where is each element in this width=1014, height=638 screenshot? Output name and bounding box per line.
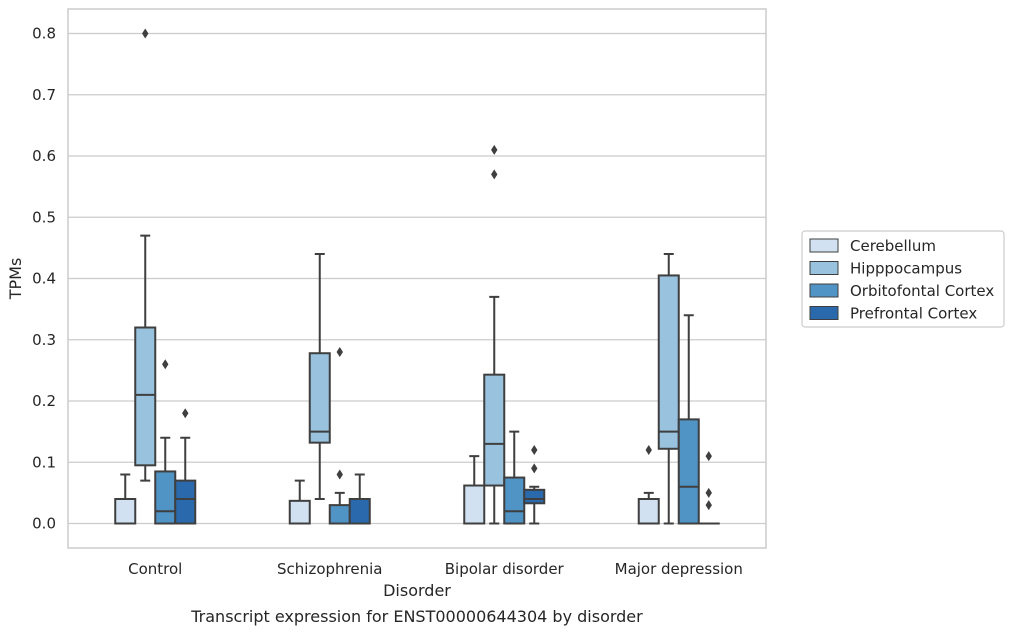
box-body <box>155 471 175 523</box>
legend-swatch <box>810 307 838 320</box>
legend-swatch <box>810 239 838 252</box>
x-tick-label: Bipolar disorder <box>445 560 565 578</box>
y-tick-label: 0.5 <box>32 208 56 226</box>
outlier-marker <box>337 470 343 480</box>
legend-label: Orbitofontal Cortex <box>850 282 994 300</box>
outlier-marker <box>706 451 712 461</box>
legend-label: Cerebellum <box>850 237 936 255</box>
outlier-marker <box>531 445 537 455</box>
y-tick-label: 0.7 <box>32 86 56 104</box>
outlier-marker <box>337 347 343 357</box>
box-element <box>679 315 699 523</box>
box-element <box>484 145 504 524</box>
box-element <box>115 475 135 524</box>
y-tick-label: 0.8 <box>32 25 56 43</box>
box-body <box>464 486 484 524</box>
box-body <box>290 501 310 524</box>
box-body <box>135 328 155 466</box>
chart-caption: Transcript expression for ENST0000064430… <box>190 607 643 626</box>
box-element <box>464 456 484 523</box>
box-body <box>504 478 524 524</box>
box-body <box>310 353 330 442</box>
outlier-marker <box>706 488 712 498</box>
outlier-marker <box>182 408 188 418</box>
box-body <box>115 499 135 524</box>
box-body <box>524 490 544 503</box>
box-element <box>524 445 544 524</box>
y-axis-title: TPMs <box>6 258 25 301</box>
legend-swatch <box>810 284 838 297</box>
y-tick-labels: 0.0 0.1 0.2 0.3 0.4 0.5 0.6 0.7 0.8 <box>32 25 56 533</box>
x-axis-title: Disorder <box>383 581 451 600</box>
box-body <box>330 505 350 523</box>
box-element <box>155 359 175 523</box>
legend-label: Prefrontal Cortex <box>850 305 977 323</box>
box-body <box>484 375 504 486</box>
box-element <box>175 408 195 523</box>
box-body <box>639 499 659 524</box>
box-body <box>679 419 699 523</box>
legend-label: Hipppocampus <box>850 260 962 278</box>
box-body <box>175 481 195 524</box>
box-element <box>350 475 370 524</box>
box-element <box>659 254 679 524</box>
boxes <box>115 29 719 524</box>
y-tick-label: 0.4 <box>32 270 56 288</box>
y-tick-label: 0.1 <box>32 453 56 471</box>
outlier-marker <box>706 500 712 510</box>
legend: Cerebellum Hipppocampus Orbitofontal Corte… <box>802 231 1004 327</box>
outlier-marker <box>491 145 497 155</box>
outlier-marker <box>531 463 537 473</box>
x-tick-label: Schizophrenia <box>277 560 382 578</box>
y-tick-label: 0.0 <box>32 515 56 533</box>
box-element <box>504 432 524 524</box>
outlier-marker <box>162 359 168 369</box>
y-tick-label: 0.2 <box>32 392 56 410</box>
x-tick-label: Major depression <box>615 560 743 578</box>
outlier-marker <box>491 169 497 179</box>
box-body <box>350 499 370 524</box>
x-tick-label: Control <box>128 560 182 578</box>
y-tick-label: 0.6 <box>32 147 56 165</box>
box-element <box>135 29 155 481</box>
y-tick-label: 0.3 <box>32 331 56 349</box>
box-element <box>330 347 350 524</box>
x-tick-labels: Control Schizophrenia Bipolar disorder Majo… <box>128 560 743 578</box>
outlier-marker <box>646 445 652 455</box>
box-body <box>659 275 679 448</box>
outlier-marker <box>142 29 148 39</box>
box-element <box>290 481 310 524</box>
box-element <box>639 445 659 524</box>
legend-swatch <box>810 262 838 275</box>
